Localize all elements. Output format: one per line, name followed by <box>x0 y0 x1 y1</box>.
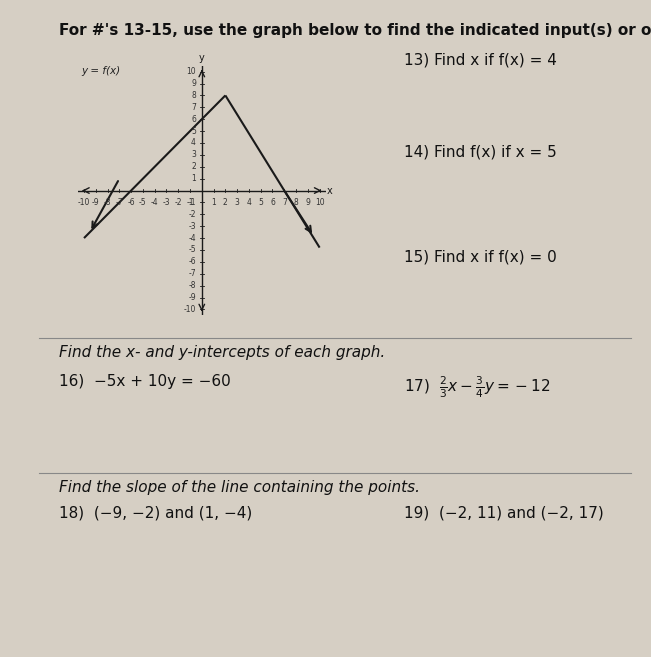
Text: -1: -1 <box>188 198 196 207</box>
Text: -10: -10 <box>184 305 196 314</box>
Text: 7: 7 <box>191 102 196 112</box>
Text: 2: 2 <box>191 162 196 171</box>
Text: 9: 9 <box>191 79 196 88</box>
Text: 16)  −5x + 10y = −60: 16) −5x + 10y = −60 <box>59 374 230 390</box>
Text: 6: 6 <box>191 115 196 124</box>
Text: -4: -4 <box>188 234 196 242</box>
Text: -5: -5 <box>139 198 146 207</box>
Text: 4: 4 <box>247 198 251 207</box>
Text: y = f(x): y = f(x) <box>81 66 121 76</box>
Text: -5: -5 <box>188 246 196 254</box>
Text: -9: -9 <box>188 293 196 302</box>
Text: 8: 8 <box>191 91 196 100</box>
Text: 14) Find f(x) if x = 5: 14) Find f(x) if x = 5 <box>404 145 557 160</box>
Text: -10: -10 <box>78 198 90 207</box>
Text: For #'s 13-15, use the graph below to find the indicated input(s) or output.: For #'s 13-15, use the graph below to fi… <box>59 23 651 38</box>
Text: 9: 9 <box>305 198 311 207</box>
Text: 13) Find x if f(x) = 4: 13) Find x if f(x) = 4 <box>404 53 557 68</box>
Text: 10: 10 <box>186 67 196 76</box>
Text: 5: 5 <box>191 127 196 135</box>
Text: -3: -3 <box>188 221 196 231</box>
Text: 7: 7 <box>282 198 286 207</box>
Text: -6: -6 <box>128 198 135 207</box>
Text: -9: -9 <box>92 198 100 207</box>
Text: x: x <box>327 185 333 196</box>
Text: 2: 2 <box>223 198 228 207</box>
Text: 1: 1 <box>211 198 216 207</box>
Text: 3: 3 <box>235 198 240 207</box>
Text: Find the x- and y-intercepts of each graph.: Find the x- and y-intercepts of each gra… <box>59 345 385 360</box>
Text: 15) Find x if f(x) = 0: 15) Find x if f(x) = 0 <box>404 250 557 265</box>
Text: 3: 3 <box>191 150 196 160</box>
Text: 19)  (−2, 11) and (−2, 17): 19) (−2, 11) and (−2, 17) <box>404 506 603 521</box>
Text: -8: -8 <box>188 281 196 290</box>
Text: -1: -1 <box>186 198 194 207</box>
Text: -7: -7 <box>188 269 196 279</box>
Text: 5: 5 <box>258 198 263 207</box>
Text: 1: 1 <box>191 174 196 183</box>
Text: Find the slope of the line containing the points.: Find the slope of the line containing th… <box>59 480 420 495</box>
Text: 10: 10 <box>315 198 324 207</box>
Text: -7: -7 <box>115 198 123 207</box>
Text: -6: -6 <box>188 258 196 266</box>
Text: 8: 8 <box>294 198 298 207</box>
Text: 18)  (−9, −2) and (1, −4): 18) (−9, −2) and (1, −4) <box>59 506 252 521</box>
Text: -3: -3 <box>163 198 171 207</box>
Text: 6: 6 <box>270 198 275 207</box>
Text: -2: -2 <box>188 210 196 219</box>
Text: y: y <box>199 53 204 63</box>
Text: 4: 4 <box>191 139 196 147</box>
Text: -8: -8 <box>104 198 111 207</box>
Text: 17)  $\frac{2}{3}x - \frac{3}{4}y = -12$: 17) $\frac{2}{3}x - \frac{3}{4}y = -12$ <box>404 374 550 400</box>
Text: -2: -2 <box>174 198 182 207</box>
Text: -4: -4 <box>151 198 158 207</box>
